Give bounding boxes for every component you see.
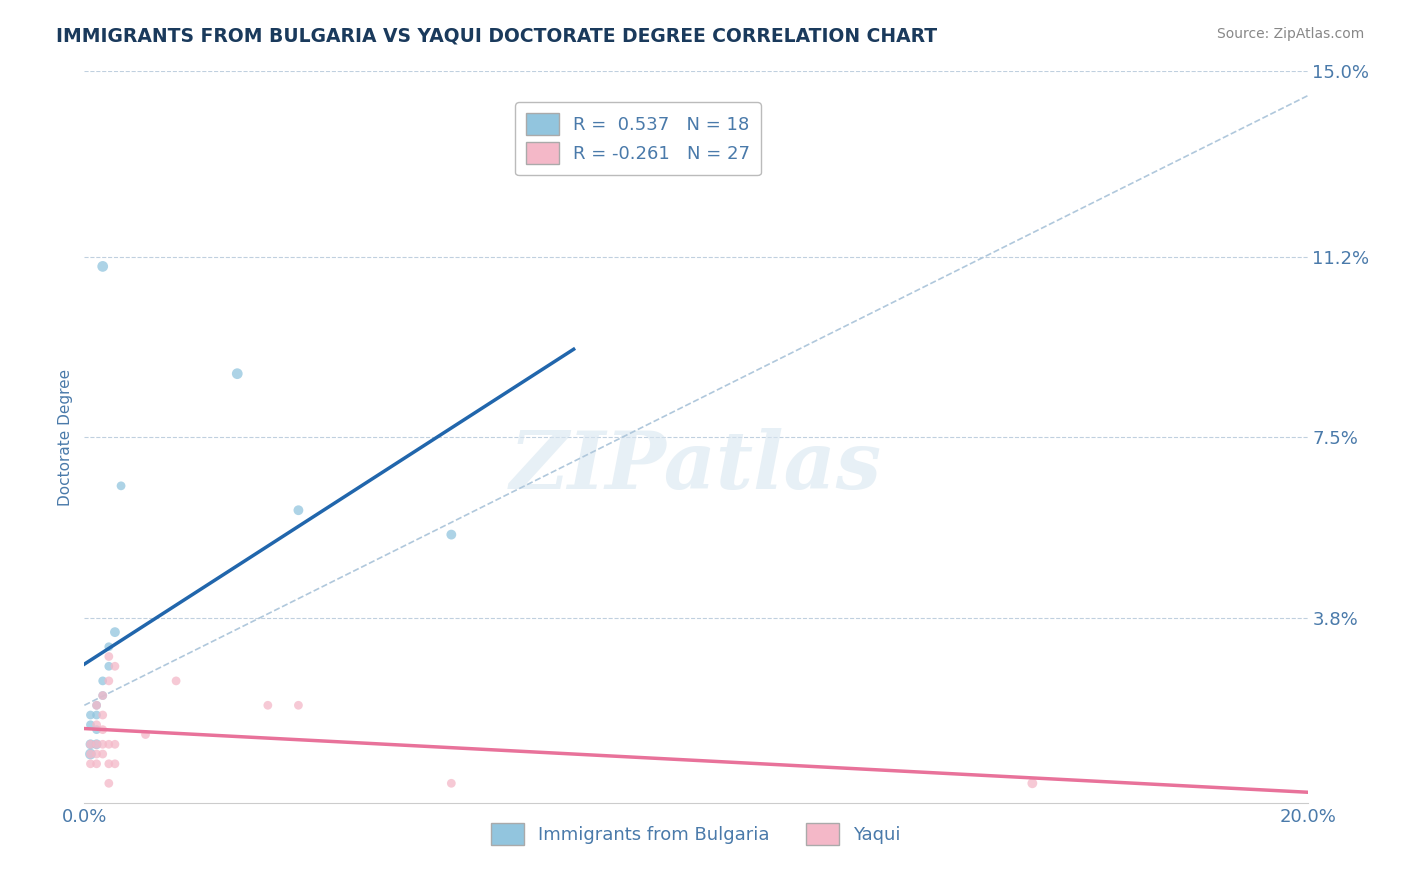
- Point: [79, 737, 101, 751]
- Point: [97, 756, 120, 771]
- Point: [97, 659, 120, 673]
- Point: [91, 689, 114, 703]
- Point: [86, 737, 108, 751]
- Point: [86, 708, 108, 723]
- Y-axis label: Doctorate Degree: Doctorate Degree: [58, 368, 73, 506]
- Point: [97, 649, 120, 664]
- Point: [86, 723, 108, 737]
- Point: [79, 718, 101, 732]
- Point: [79, 747, 101, 761]
- Point: [165, 673, 187, 688]
- Point: [86, 698, 108, 713]
- Point: [86, 737, 108, 751]
- Point: [86, 698, 108, 713]
- Point: [287, 503, 309, 517]
- Text: Source: ZipAtlas.com: Source: ZipAtlas.com: [1216, 27, 1364, 41]
- Point: [91, 260, 114, 274]
- Point: [91, 708, 114, 723]
- Point: [440, 527, 463, 541]
- Point: [440, 776, 463, 790]
- Point: [97, 673, 120, 688]
- Point: [86, 747, 108, 761]
- Point: [91, 689, 114, 703]
- Point: [86, 718, 108, 732]
- Point: [104, 625, 127, 640]
- Point: [226, 367, 249, 381]
- Point: [91, 737, 114, 751]
- Point: [104, 756, 127, 771]
- Point: [91, 673, 114, 688]
- Point: [79, 737, 101, 751]
- Point: [79, 756, 101, 771]
- Text: ZIPatlas: ZIPatlas: [510, 427, 882, 505]
- Point: [135, 727, 157, 741]
- Point: [104, 737, 127, 751]
- Point: [86, 756, 108, 771]
- Point: [1021, 776, 1043, 790]
- Point: [79, 747, 101, 761]
- Point: [104, 659, 127, 673]
- Point: [97, 776, 120, 790]
- Point: [97, 640, 120, 654]
- Text: IMMIGRANTS FROM BULGARIA VS YAQUI DOCTORATE DEGREE CORRELATION CHART: IMMIGRANTS FROM BULGARIA VS YAQUI DOCTOR…: [56, 27, 938, 45]
- Point: [287, 698, 309, 713]
- Point: [91, 747, 114, 761]
- Point: [97, 737, 120, 751]
- Legend: R =  0.537   N = 18, R = -0.261   N = 27: R = 0.537 N = 18, R = -0.261 N = 27: [516, 103, 761, 175]
- Point: [91, 723, 114, 737]
- Point: [257, 698, 280, 713]
- Point: [79, 708, 101, 723]
- Point: [110, 479, 132, 493]
